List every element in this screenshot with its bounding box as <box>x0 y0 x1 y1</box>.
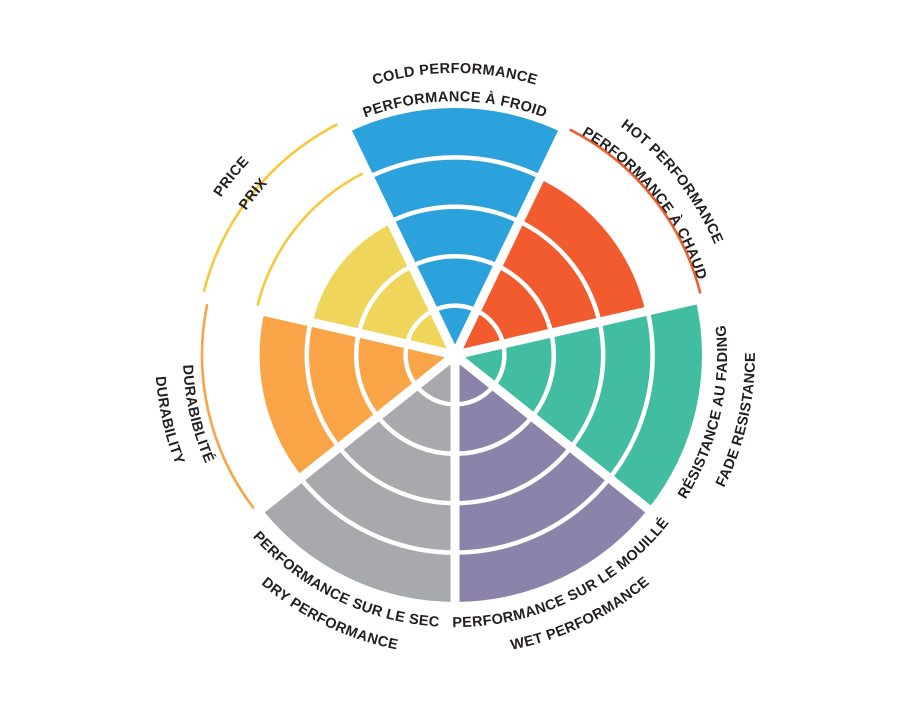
max-level-arc-durability-l5 <box>200 303 255 509</box>
max-level-arc-hot-performance-l5 <box>569 128 702 294</box>
sector-divider <box>338 119 460 357</box>
label-text: PRIX <box>236 175 270 213</box>
sector-divider <box>453 293 709 360</box>
label-cold-performance-primary: COLD PERFORMANCE <box>371 61 540 89</box>
label-durability-primary: DURABIBLITÉ <box>179 364 218 465</box>
wedge-cold-performance <box>347 108 563 356</box>
label-text: DURABIBLITÉ <box>179 364 217 465</box>
sector-divider <box>452 351 661 521</box>
wedge-fade-resistance <box>455 300 702 509</box>
max-level-arc-price-l5 <box>202 123 338 293</box>
sector-divider <box>249 351 458 521</box>
max-level-arc-price-l4 <box>256 172 364 306</box>
sector-divider <box>450 119 572 357</box>
label-price-secondary: PRIX <box>236 175 271 213</box>
sector-divider <box>201 293 457 360</box>
label-text: COLD PERFORMANCE <box>371 61 539 89</box>
wedge-dry-performance <box>261 355 455 602</box>
wedge-wet-performance <box>455 355 649 602</box>
center-hub <box>444 344 466 366</box>
